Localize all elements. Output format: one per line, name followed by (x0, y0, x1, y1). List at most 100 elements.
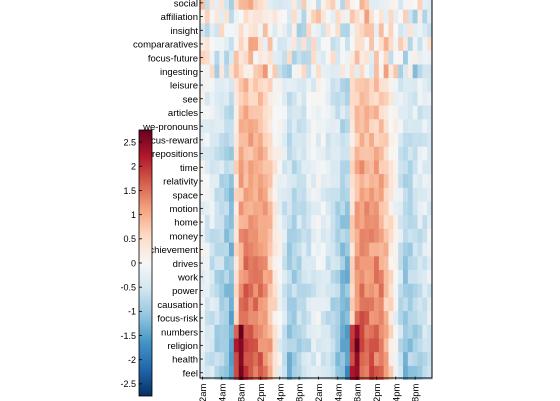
heatmap-cell (262, 365, 269, 380)
heatmap-cell (369, 256, 375, 271)
heatmap-cell (291, 256, 298, 271)
heatmap-cell (233, 105, 240, 120)
heatmap-cell (316, 105, 322, 120)
heatmap-cell (422, 9, 428, 24)
heatmap-cell (253, 160, 259, 175)
heatmap-cell (325, 119, 331, 134)
heatmap-cell (301, 174, 307, 189)
heatmap-cell (349, 297, 356, 312)
heatmap-cell (238, 187, 244, 202)
heatmap-cell (388, 50, 394, 65)
heatmap-cell (378, 9, 385, 24)
heatmap-cell (403, 64, 409, 79)
heatmap-cell (262, 338, 269, 353)
heatmap-cell (301, 242, 307, 257)
heatmap-cell (301, 256, 307, 271)
heatmap-cell (248, 160, 254, 175)
heatmap-cell (349, 338, 356, 353)
heatmap-cell (204, 187, 211, 202)
row-label: we-pronouns (142, 122, 198, 133)
heatmap-cell (253, 256, 259, 271)
heatmap-cell (224, 133, 230, 148)
heatmap-frame (199, 0, 433, 379)
heatmap-cell (403, 228, 409, 243)
heatmap-cell (345, 23, 351, 38)
heatmap-cell (214, 365, 220, 380)
heatmap-cell (393, 352, 399, 367)
heatmap-cell (359, 78, 365, 93)
heatmap-cell (243, 365, 249, 380)
heatmap-cell (233, 133, 240, 148)
heatmap-cell (287, 174, 293, 189)
heatmap-cell (345, 146, 351, 161)
heatmap-cell (340, 297, 346, 312)
heatmap-cell (224, 105, 230, 120)
heatmap-cell (243, 0, 249, 11)
heatmap-cell (320, 146, 327, 161)
heatmap-cell (364, 119, 370, 134)
heatmap-cell (427, 91, 433, 106)
heatmap-cell (282, 133, 288, 148)
heatmap-cell (282, 297, 288, 312)
heatmap-cell (383, 0, 389, 11)
heatmap-cell (427, 64, 433, 79)
heatmap-cell (238, 146, 244, 161)
heatmap-cell (316, 133, 322, 148)
heatmap-cell (427, 201, 433, 216)
heatmap-cell (364, 187, 370, 202)
heatmap-cell (306, 0, 312, 11)
heatmap-cell (229, 297, 235, 312)
heatmap-cell (393, 37, 399, 52)
heatmap-cell (427, 174, 433, 189)
heatmap-cell (417, 297, 423, 312)
heatmap-cell (378, 0, 385, 11)
heatmap-cell (296, 105, 302, 120)
heatmap-cell (248, 174, 254, 189)
heatmap-cell (243, 324, 249, 339)
heatmap-cell (243, 201, 249, 216)
heatmap-cell (258, 23, 264, 38)
heatmap-cell (282, 105, 288, 120)
heatmap-cell (316, 119, 322, 134)
heatmap-cell (233, 270, 240, 285)
heatmap-cell (393, 174, 399, 189)
heatmap-cell (388, 256, 394, 271)
heatmap-cell (383, 23, 389, 38)
heatmap-cell (301, 311, 307, 326)
heatmap-cell (233, 297, 240, 312)
heatmap-cell (204, 324, 211, 339)
row-label: causation (157, 300, 198, 311)
heatmap-cell (291, 160, 298, 175)
heatmap-cell (340, 0, 346, 11)
heatmap-cell (296, 270, 302, 285)
heatmap-cell (320, 37, 327, 52)
heatmap-cell (383, 50, 389, 65)
heatmap-cell (427, 23, 433, 38)
heatmap-cell (272, 215, 278, 230)
heatmap-cell (291, 338, 298, 353)
heatmap-cell (272, 338, 278, 353)
heatmap-cell (243, 270, 249, 285)
heatmap-cell (272, 23, 278, 38)
heatmap-cell (412, 270, 418, 285)
heatmap-cell (282, 228, 288, 243)
heatmap-cell (330, 215, 336, 230)
heatmap-cell (374, 119, 380, 134)
heatmap-cell (412, 215, 418, 230)
heatmap-cell (272, 228, 278, 243)
heatmap-cell (258, 270, 264, 285)
row-label: articles (168, 108, 198, 119)
heatmap-cell (301, 160, 307, 175)
heatmap-cell (238, 297, 244, 312)
heatmap-cell (340, 91, 346, 106)
heatmap-cell (422, 119, 428, 134)
heatmap-cell (209, 174, 215, 189)
heatmap-cell (354, 352, 360, 367)
heatmap-cell (262, 201, 269, 216)
heatmap-cell (301, 50, 307, 65)
heatmap-cell (233, 228, 240, 243)
heatmap-cell (364, 133, 370, 148)
heatmap-cell (364, 311, 370, 326)
heatmap-cell (248, 256, 254, 271)
heatmap-cell (287, 352, 293, 367)
